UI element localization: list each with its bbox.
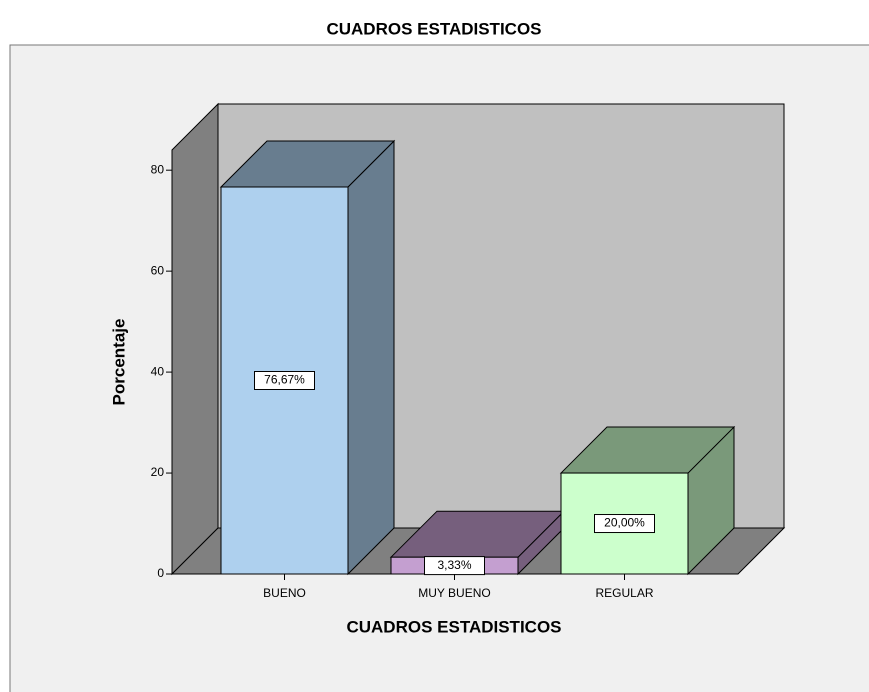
- y-tick-label: 40: [151, 364, 165, 378]
- y-tick-label: 0: [157, 566, 164, 580]
- y-tick-label: 80: [151, 162, 165, 176]
- y-tick-label: 60: [151, 263, 165, 277]
- value-label-box: [594, 514, 655, 534]
- x-tick-label: REGULAR: [595, 586, 653, 600]
- chart-title: CUADROS ESTADISTICOS: [326, 19, 541, 38]
- value-label-box: [254, 370, 315, 390]
- x-tick-label: MUY BUENO: [418, 586, 490, 600]
- y-tick-label: 20: [151, 465, 165, 479]
- x-tick-label: BUENO: [263, 586, 306, 600]
- left-wall: [171, 102, 219, 576]
- y-axis-title: Porcentaje: [109, 319, 128, 406]
- value-label: 20,00%: [604, 516, 645, 530]
- x-axis-title: CUADROS ESTADISTICOS: [346, 617, 561, 636]
- value-label: 76,67%: [264, 373, 305, 387]
- bar-side: [347, 139, 395, 576]
- value-label: 3,33%: [437, 558, 471, 572]
